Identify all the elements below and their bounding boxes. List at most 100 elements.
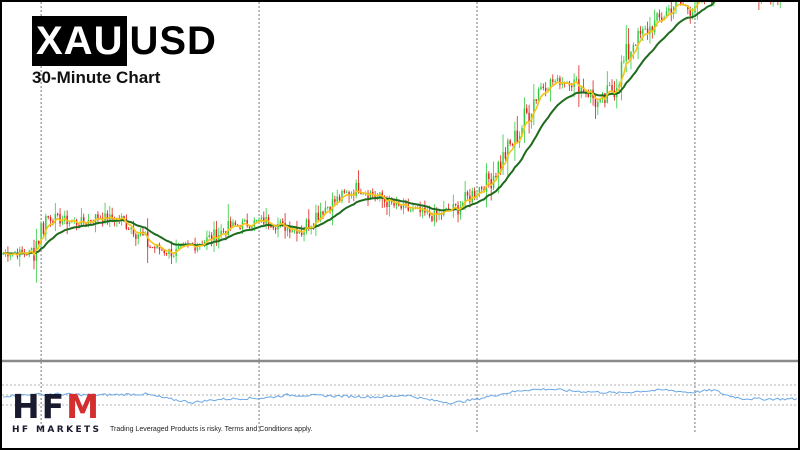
candle bbox=[220, 224, 222, 241]
candle bbox=[533, 83, 535, 126]
candle bbox=[594, 95, 597, 119]
candle bbox=[639, 26, 642, 39]
candle bbox=[218, 227, 220, 249]
candle bbox=[504, 146, 507, 161]
ema-slow-line bbox=[3, 2, 716, 255]
symbol-title: XAU USD bbox=[32, 16, 217, 66]
candle bbox=[516, 116, 519, 143]
candle bbox=[206, 230, 208, 251]
risk-disclaimer: Trading Leveraged Products is risky. Ter… bbox=[110, 426, 313, 433]
candle bbox=[758, 2, 760, 11]
candle bbox=[526, 104, 528, 115]
oscillator-guides bbox=[2, 384, 798, 406]
candle bbox=[165, 252, 168, 257]
candle bbox=[289, 221, 291, 239]
candle bbox=[568, 80, 571, 92]
candle bbox=[367, 189, 369, 206]
candle bbox=[59, 208, 61, 227]
candle bbox=[56, 212, 59, 217]
candle bbox=[376, 192, 379, 201]
candle bbox=[454, 203, 457, 207]
candle bbox=[464, 181, 466, 211]
candle bbox=[45, 213, 47, 241]
candle bbox=[606, 71, 609, 104]
candle bbox=[509, 138, 511, 147]
candle bbox=[658, 9, 661, 22]
candle bbox=[315, 204, 317, 237]
candle bbox=[478, 186, 481, 198]
candle bbox=[381, 189, 383, 208]
candle bbox=[542, 83, 545, 91]
candle bbox=[644, 25, 646, 31]
candle bbox=[642, 26, 644, 42]
logo-letter-m: M bbox=[66, 387, 100, 426]
candle bbox=[552, 74, 554, 87]
candle bbox=[300, 225, 303, 237]
candle bbox=[151, 247, 154, 249]
candle bbox=[608, 81, 611, 87]
candle bbox=[433, 204, 436, 227]
candle bbox=[540, 82, 542, 90]
candle bbox=[535, 99, 537, 104]
candle bbox=[40, 221, 42, 247]
oscillator-line bbox=[3, 387, 798, 405]
candle bbox=[263, 211, 265, 226]
candle bbox=[244, 218, 246, 223]
candle bbox=[274, 226, 277, 234]
candle bbox=[305, 218, 308, 235]
logo-letter-f: F bbox=[41, 387, 65, 426]
candle bbox=[632, 42, 635, 60]
candle bbox=[343, 188, 346, 194]
candle bbox=[317, 205, 320, 222]
candle bbox=[634, 44, 637, 46]
candle bbox=[341, 189, 343, 204]
candle bbox=[137, 232, 139, 245]
logo-mark: H F M bbox=[12, 389, 99, 423]
candle bbox=[613, 81, 616, 101]
candle bbox=[549, 77, 552, 102]
candle bbox=[372, 188, 374, 199]
candle bbox=[345, 190, 348, 194]
candle bbox=[196, 242, 199, 253]
candle bbox=[68, 221, 71, 227]
candle bbox=[35, 228, 38, 283]
candle bbox=[653, 9, 656, 36]
candle bbox=[611, 79, 613, 93]
candle bbox=[64, 210, 66, 225]
candle bbox=[246, 213, 248, 228]
candle bbox=[528, 104, 530, 134]
candle bbox=[630, 51, 632, 70]
candle bbox=[544, 82, 547, 97]
candle bbox=[149, 244, 151, 249]
candle bbox=[777, 2, 779, 6]
candle bbox=[75, 218, 78, 231]
candle bbox=[670, 2, 672, 22]
candle bbox=[348, 190, 350, 203]
candle bbox=[597, 99, 599, 115]
candle bbox=[135, 232, 137, 246]
candle bbox=[82, 213, 85, 226]
hfm-logo: H F M HF MARKETS bbox=[12, 389, 104, 439]
candle bbox=[469, 188, 471, 208]
candle bbox=[277, 217, 279, 238]
candle bbox=[260, 215, 263, 223]
candle bbox=[47, 215, 49, 220]
logo-letter-h: H bbox=[12, 387, 40, 426]
candle bbox=[514, 121, 516, 161]
candle bbox=[357, 170, 360, 194]
candle bbox=[334, 195, 336, 206]
candle bbox=[222, 227, 225, 234]
candle bbox=[324, 200, 327, 215]
candle bbox=[19, 246, 21, 267]
candle bbox=[646, 21, 649, 40]
candle bbox=[355, 179, 357, 199]
symbol-quote: USD bbox=[129, 19, 217, 63]
candle bbox=[675, 2, 677, 14]
candle bbox=[466, 190, 469, 200]
candle bbox=[492, 161, 495, 191]
candle bbox=[424, 200, 426, 216]
candle bbox=[208, 231, 211, 239]
candle bbox=[37, 240, 40, 246]
candle bbox=[443, 200, 445, 217]
